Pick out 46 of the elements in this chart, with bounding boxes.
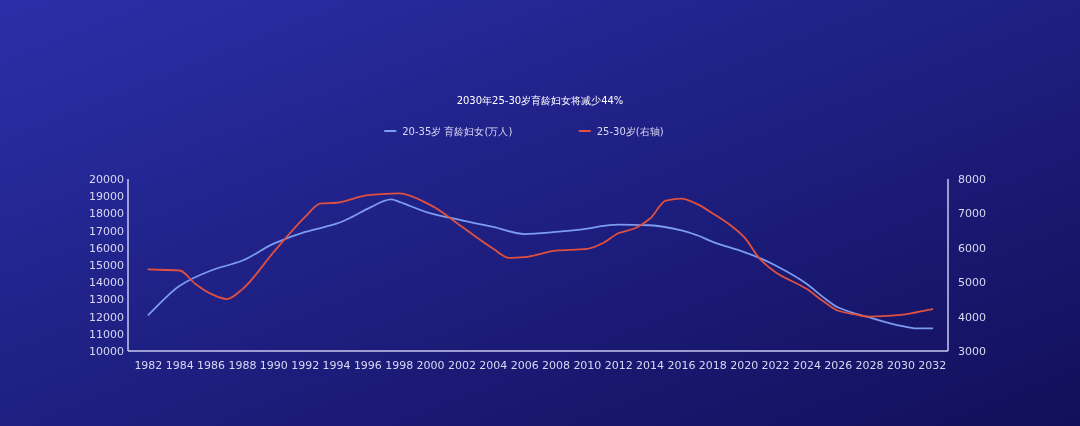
x-tick-label: 2002 [447,359,476,372]
y2-tick-label: 5000 [958,276,986,290]
x-tick-label: 1988 [228,359,257,372]
x-tick-label: 1996 [353,359,382,372]
x-tick-label: 2018 [698,359,727,372]
y-tick-label: 13000 [89,293,124,307]
y-tick-label: 10000 [89,345,124,358]
y-tick-label: 12000 [89,310,124,324]
y-tick-label: 20000 [89,173,124,186]
x-tick-label: 2008 [542,359,571,372]
y2-tick-label: 3000 [958,345,986,358]
x-tick-label: 1998 [385,359,414,372]
x-tick-label: 2020 [730,359,759,372]
x-tick-label: 2022 [761,359,790,372]
x-tick-label: 2016 [667,359,696,372]
x-tick-label: 1992 [291,359,320,372]
x-tick-label: 1982 [134,359,163,372]
x-tick-label: 1984 [165,359,194,372]
x-tick-label: 2032 [918,359,947,372]
x-tick-label: 1990 [259,359,288,372]
x-tick-label: 2006 [510,359,539,372]
x-tick-label: 2026 [824,359,853,372]
x-tick-label: 2030 [886,359,915,372]
y-tick-label: 14000 [89,276,124,290]
y-tick-label: 16000 [89,241,124,255]
x-tick-label: 2010 [573,359,602,372]
x-tick-label: 1986 [197,359,226,372]
x-tick-label: 2014 [636,359,665,372]
y2-tick-label: 4000 [958,310,986,324]
y2-tick-label: 8000 [958,173,986,186]
x-tick-label: 2028 [855,359,884,372]
legend-label: 25-30岁(右轴) [596,126,664,137]
x-tick-label: 2012 [604,359,633,372]
chart-title: 2030年25-30岁育龄妇女将减少44% [456,95,624,106]
y-tick-label: 17000 [89,224,124,238]
y2-tick-label: 7000 [958,207,986,221]
x-tick-label: 2000 [416,359,445,372]
x-tick-label: 2024 [792,359,821,372]
y-tick-label: 11000 [89,327,124,341]
legend-label: 20-35岁 育龄妇女(万人) [402,126,513,137]
y-tick-label: 15000 [89,259,124,272]
y-tick-label: 18000 [89,207,124,221]
y-tick-label: 19000 [89,190,124,204]
x-tick-label: 1994 [322,359,351,372]
x-tick-label: 2004 [479,359,508,372]
y2-tick-label: 6000 [958,241,986,255]
